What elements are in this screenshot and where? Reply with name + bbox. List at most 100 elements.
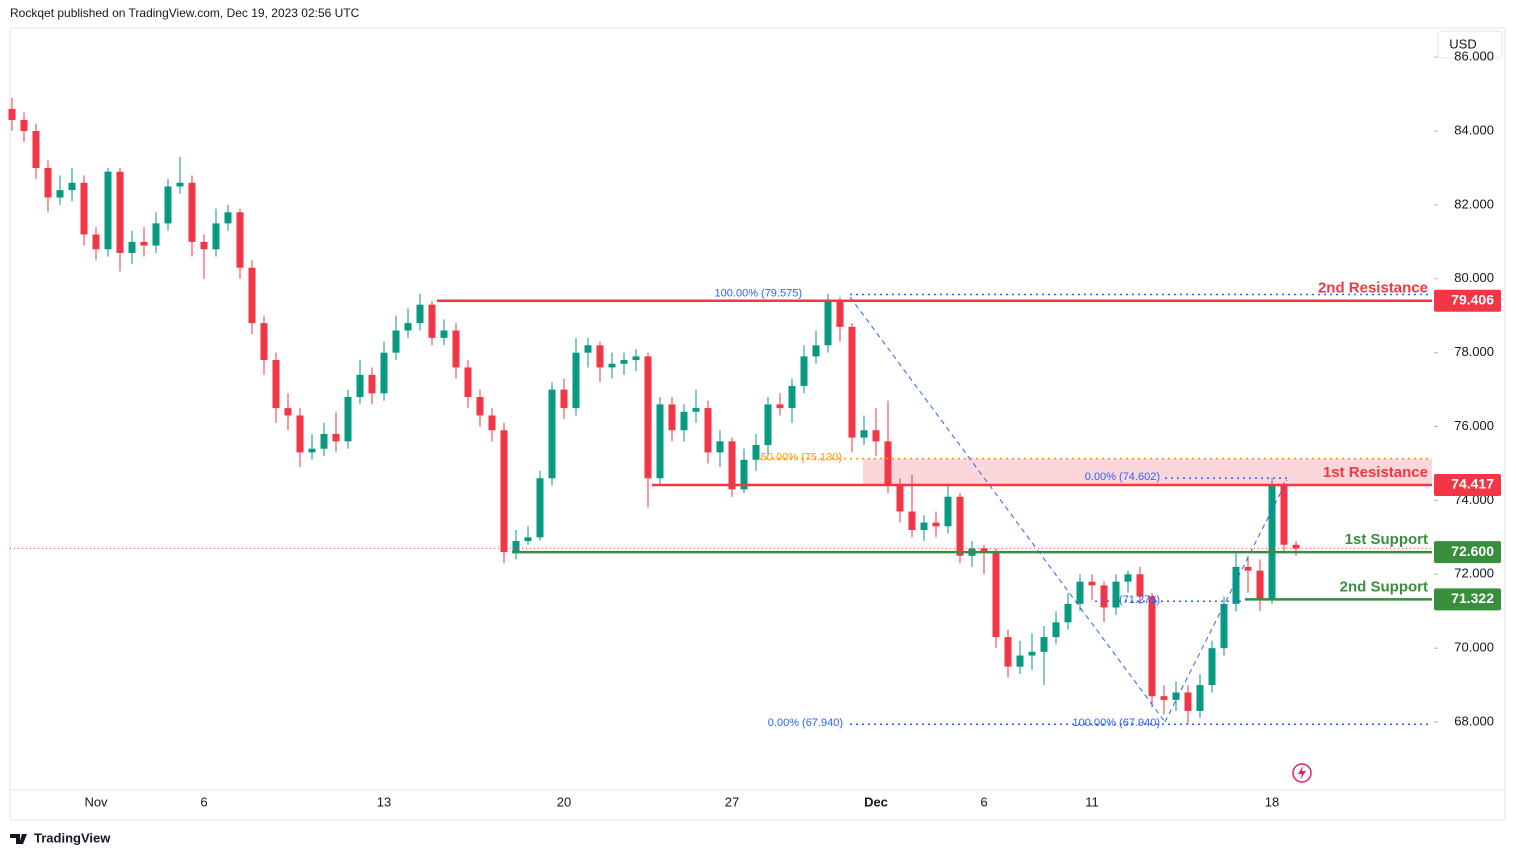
y-tick-label: 84.000 (1454, 122, 1494, 137)
x-tick-label: 27 (725, 794, 739, 809)
level-name: 2nd Resistance (1318, 280, 1428, 297)
candle-body (8, 108, 16, 120)
candle-body (848, 326, 856, 438)
price-box (1434, 289, 1501, 312)
y-tick-label: 68.000 (1454, 713, 1494, 728)
candle-body (1172, 692, 1180, 700)
candle-body (1028, 651, 1036, 656)
candle-body (116, 171, 124, 253)
candle-body (908, 511, 916, 530)
price-label: 79.406 (1451, 291, 1494, 307)
fib-label: 0.00% (74.602) (1085, 471, 1160, 483)
candle-body (260, 323, 268, 361)
candle-body (80, 182, 88, 235)
candle-body (476, 396, 484, 416)
currency-box[interactable] (1437, 30, 1503, 59)
plot (8, 97, 1432, 725)
candle-body (488, 415, 496, 431)
candle-body (1112, 581, 1120, 608)
candle-body (1004, 637, 1012, 667)
candle-body (1052, 622, 1060, 638)
candle-body (1268, 485, 1276, 601)
logo-icon[interactable] (1292, 763, 1312, 783)
fib-trend (1164, 479, 1288, 723)
candle-body (560, 389, 568, 409)
candle-body (380, 352, 388, 394)
resistance-zone (863, 458, 1432, 486)
candle-body (140, 241, 148, 246)
x-tick-label: 6 (980, 794, 987, 809)
y-tick-label: 72.000 (1454, 566, 1494, 581)
candle-body (188, 182, 196, 242)
candle-body (692, 408, 700, 412)
candle-body (536, 478, 544, 538)
candle-body (164, 186, 172, 224)
candle-body (248, 267, 256, 324)
y-tick-label: 82.000 (1454, 196, 1494, 211)
candle-body (1148, 596, 1156, 697)
candle-body (284, 408, 292, 416)
candle-body (320, 433, 328, 449)
candle-body (404, 323, 412, 331)
candle-body (1076, 581, 1084, 604)
candle-body (860, 430, 868, 438)
candle-body (1016, 655, 1024, 667)
candle-body (872, 430, 880, 442)
frame (9, 27, 1506, 821)
x-tick-label: Dec (864, 794, 888, 809)
candle-body (800, 356, 808, 386)
candle-body (1196, 685, 1204, 711)
candle-body (524, 537, 532, 542)
candle-body (440, 330, 448, 338)
y-tick-label: 80.000 (1454, 270, 1494, 285)
candle-body (632, 356, 640, 361)
x-tick-label: 13 (377, 794, 391, 809)
candle-body (20, 119, 28, 132)
candle-body (1220, 603, 1228, 649)
candle-body (944, 496, 952, 527)
candle-body (896, 485, 904, 512)
price-box (1434, 474, 1501, 497)
header: Rockqet published on TradingView.com, De… (10, 6, 360, 20)
candle-body (704, 408, 712, 453)
candle-body (128, 241, 136, 253)
y-tick-label: 86.000 (1454, 49, 1494, 64)
price-label: 74.417 (1451, 476, 1494, 492)
candle-body (452, 330, 460, 368)
candle-body (1124, 574, 1132, 582)
fib-label: 100.00% (67.940) (1073, 717, 1160, 729)
candle-body (1208, 648, 1216, 686)
candle-body (812, 345, 820, 357)
candle-body (740, 459, 748, 490)
level-name: 1st Support (1345, 531, 1428, 548)
candle-body (368, 374, 376, 394)
candle-body (1292, 544, 1300, 549)
candle-body (212, 223, 220, 250)
candle-body (176, 182, 184, 187)
currency[interactable]: USD (1449, 36, 1476, 51)
level-name: 1st Resistance (1323, 464, 1428, 481)
candle-body (1040, 637, 1048, 652)
candle-body (1136, 574, 1144, 597)
candle-body (224, 212, 232, 224)
candle-body (788, 385, 796, 409)
candle-body (68, 182, 76, 191)
candle-body (416, 304, 424, 324)
candle-body (428, 304, 436, 338)
candle-body (728, 441, 736, 490)
price-label: 71.322 (1451, 590, 1494, 606)
candle-body (356, 374, 364, 397)
candle-body (656, 404, 664, 479)
candle-body (608, 363, 616, 368)
candle-body (1088, 581, 1096, 586)
candle-body (236, 212, 244, 268)
candle-body (56, 190, 64, 198)
x-tick-label: Nov (84, 794, 108, 809)
candle-body (1244, 566, 1252, 571)
price-box (1434, 588, 1501, 611)
candle-body (668, 404, 676, 431)
candle-body (44, 167, 52, 198)
candle-body (572, 352, 580, 409)
candle-body (596, 345, 604, 368)
